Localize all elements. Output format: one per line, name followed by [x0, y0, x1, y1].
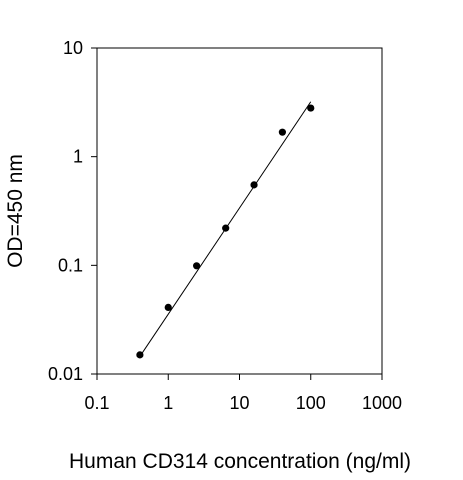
x-tick-label: 1000: [362, 393, 402, 413]
data-point: [307, 104, 315, 112]
x-tick-label: 1: [163, 393, 173, 413]
x-tick-label: 10: [229, 393, 249, 413]
y-axis-title: OD=450 nm: [4, 154, 27, 268]
y-tick-label: 1: [73, 147, 83, 167]
x-tick-label: 100: [296, 393, 326, 413]
data-point: [222, 224, 230, 232]
x-axis-title: Human CD314 concentration (ng/ml): [69, 450, 411, 473]
data-point: [193, 262, 201, 270]
data-point: [250, 181, 258, 189]
data-point: [278, 128, 286, 136]
data-point: [136, 351, 144, 359]
y-tick-label: 0.1: [58, 255, 83, 275]
y-tick-label: 10: [63, 38, 83, 58]
data-points: [136, 104, 315, 359]
data-point: [164, 303, 172, 312]
y-tick-label: 0.01: [48, 364, 83, 384]
plot-area: [96, 47, 383, 375]
x-tick-label: 0.1: [84, 393, 109, 413]
